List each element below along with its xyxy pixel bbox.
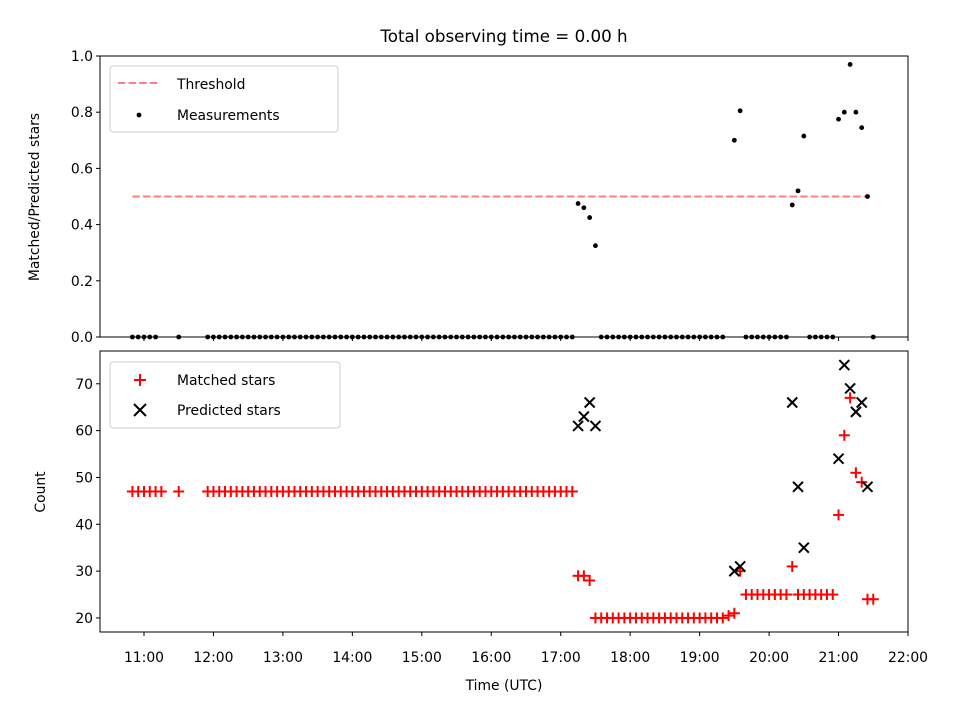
measurement-point bbox=[789, 202, 795, 208]
legend-label-threshold: Threshold bbox=[176, 77, 245, 93]
predicted-star-point bbox=[792, 481, 804, 493]
matched-star-point bbox=[833, 509, 845, 521]
matched-star-point bbox=[856, 476, 868, 488]
predicted-star-point bbox=[734, 560, 746, 573]
measurement-point bbox=[587, 215, 593, 220]
legend-label-measurements: Measurements bbox=[177, 108, 280, 124]
measurement-point bbox=[801, 133, 807, 139]
predicted-star-point bbox=[572, 420, 584, 432]
x-tick-label: 21:00 bbox=[819, 650, 859, 666]
predicted-star-point bbox=[861, 481, 874, 493]
y-tick-label: 70 bbox=[75, 377, 93, 393]
y-tick-label: 30 bbox=[75, 564, 93, 580]
bottom-axes-frame bbox=[99, 350, 909, 633]
measurement-point bbox=[731, 137, 737, 143]
top-legend-box bbox=[109, 65, 339, 133]
x-tick-label: 14:00 bbox=[332, 650, 372, 666]
measurement-point bbox=[836, 116, 841, 122]
measurement-point bbox=[575, 201, 581, 206]
figure-title: Total observing time = 0.00 h bbox=[379, 26, 627, 46]
measurement-point bbox=[737, 108, 743, 114]
y-tick-label: 50 bbox=[75, 470, 93, 486]
predicted-star-point bbox=[855, 396, 868, 409]
predicted-star-point bbox=[832, 453, 845, 465]
measurement-point bbox=[847, 62, 853, 67]
matched-star-point bbox=[566, 486, 578, 497]
matched-star-point bbox=[827, 589, 839, 601]
top-plot-marks bbox=[130, 62, 876, 340]
y-tick-label: 0.0 bbox=[71, 330, 93, 346]
y-tick-label: 20 bbox=[75, 611, 93, 627]
predicted-star-point bbox=[583, 396, 596, 409]
predicted-star-point bbox=[844, 382, 856, 395]
matched-star-point bbox=[844, 392, 856, 404]
matched-star-point bbox=[717, 612, 729, 624]
top-legend: Threshold Measurements bbox=[109, 65, 339, 133]
matched-star-point bbox=[173, 486, 185, 497]
top-axes-frame bbox=[99, 55, 909, 338]
top-panel: Matched/Predicted stars 0.0 0.2 0.4 0.6 0.8 1… bbox=[27, 49, 909, 346]
matched-star-point bbox=[786, 560, 798, 572]
measurement-point bbox=[593, 243, 598, 249]
x-tick-label: 13:00 bbox=[263, 650, 303, 666]
measurement-point bbox=[841, 109, 847, 115]
measurement-point bbox=[859, 125, 865, 131]
bottom-x-ticks: 11:00 12:00 13:00 14:00 15:00 16:00 17:00 18:00… bbox=[124, 632, 928, 666]
x-tick-label: 12:00 bbox=[193, 650, 233, 666]
x-tick-label: 17:00 bbox=[541, 650, 581, 666]
matched-star-point bbox=[155, 486, 167, 497]
x-tick-label: 19:00 bbox=[680, 650, 720, 666]
bottom-legend: Matched stars Predicted stars bbox=[109, 361, 341, 429]
matched-star-point bbox=[723, 610, 735, 622]
top-x-ticks bbox=[143, 337, 909, 341]
y-tick-label: 40 bbox=[75, 517, 93, 533]
matched-star-point bbox=[578, 570, 590, 582]
bottom-legend-box bbox=[109, 361, 341, 429]
matched-star-point bbox=[867, 593, 879, 605]
top-y-axis-label: Matched/Predicted stars bbox=[27, 113, 43, 281]
matched-star-point bbox=[850, 467, 862, 479]
measurements-legend-marker bbox=[136, 112, 142, 118]
measurement-point bbox=[581, 205, 587, 211]
x-tick-label: 11:00 bbox=[124, 650, 164, 666]
y-tick-label: 60 bbox=[75, 424, 93, 440]
matched-legend-marker bbox=[134, 374, 146, 386]
predicted-star-point bbox=[798, 541, 810, 554]
top-y-ticks: 0.0 0.2 0.4 0.6 0.8 1.0 bbox=[71, 49, 100, 346]
x-axis-label: Time (UTC) bbox=[465, 678, 543, 694]
predicted-star-point bbox=[850, 406, 862, 418]
matched-star-point bbox=[584, 574, 596, 586]
predicted-star-point bbox=[578, 410, 590, 423]
x-tick-label: 22:00 bbox=[888, 650, 928, 666]
matched-star-point bbox=[728, 607, 740, 619]
measurement-point bbox=[795, 188, 801, 194]
y-tick-label: 0.2 bbox=[71, 274, 93, 290]
y-tick-label: 0.4 bbox=[71, 218, 93, 234]
x-tick-label: 15:00 bbox=[402, 650, 442, 666]
measurement-point bbox=[865, 194, 870, 199]
predicted-star-point bbox=[589, 420, 602, 432]
x-tick-label: 18:00 bbox=[610, 650, 650, 666]
y-tick-label: 1.0 bbox=[71, 49, 93, 65]
matched-star-point bbox=[838, 429, 850, 441]
y-tick-label: 0.8 bbox=[71, 105, 93, 121]
matched-star-point bbox=[780, 589, 792, 601]
legend-label-matched: Matched stars bbox=[177, 373, 275, 389]
predicted-star-point bbox=[786, 396, 798, 409]
legend-label-predicted: Predicted stars bbox=[177, 403, 281, 419]
x-tick-label: 20:00 bbox=[749, 650, 789, 666]
bottom-y-axis-label: Count bbox=[33, 471, 49, 513]
predicted-legend-marker bbox=[133, 403, 147, 417]
predicted-star-point bbox=[838, 359, 851, 371]
x-tick-label: 16:00 bbox=[471, 650, 511, 666]
y-tick-label: 0.6 bbox=[71, 161, 93, 177]
measurement-point bbox=[853, 109, 859, 115]
bottom-plot-marks bbox=[126, 359, 879, 624]
bottom-y-ticks: 20 30 40 50 60 70 bbox=[75, 377, 100, 627]
